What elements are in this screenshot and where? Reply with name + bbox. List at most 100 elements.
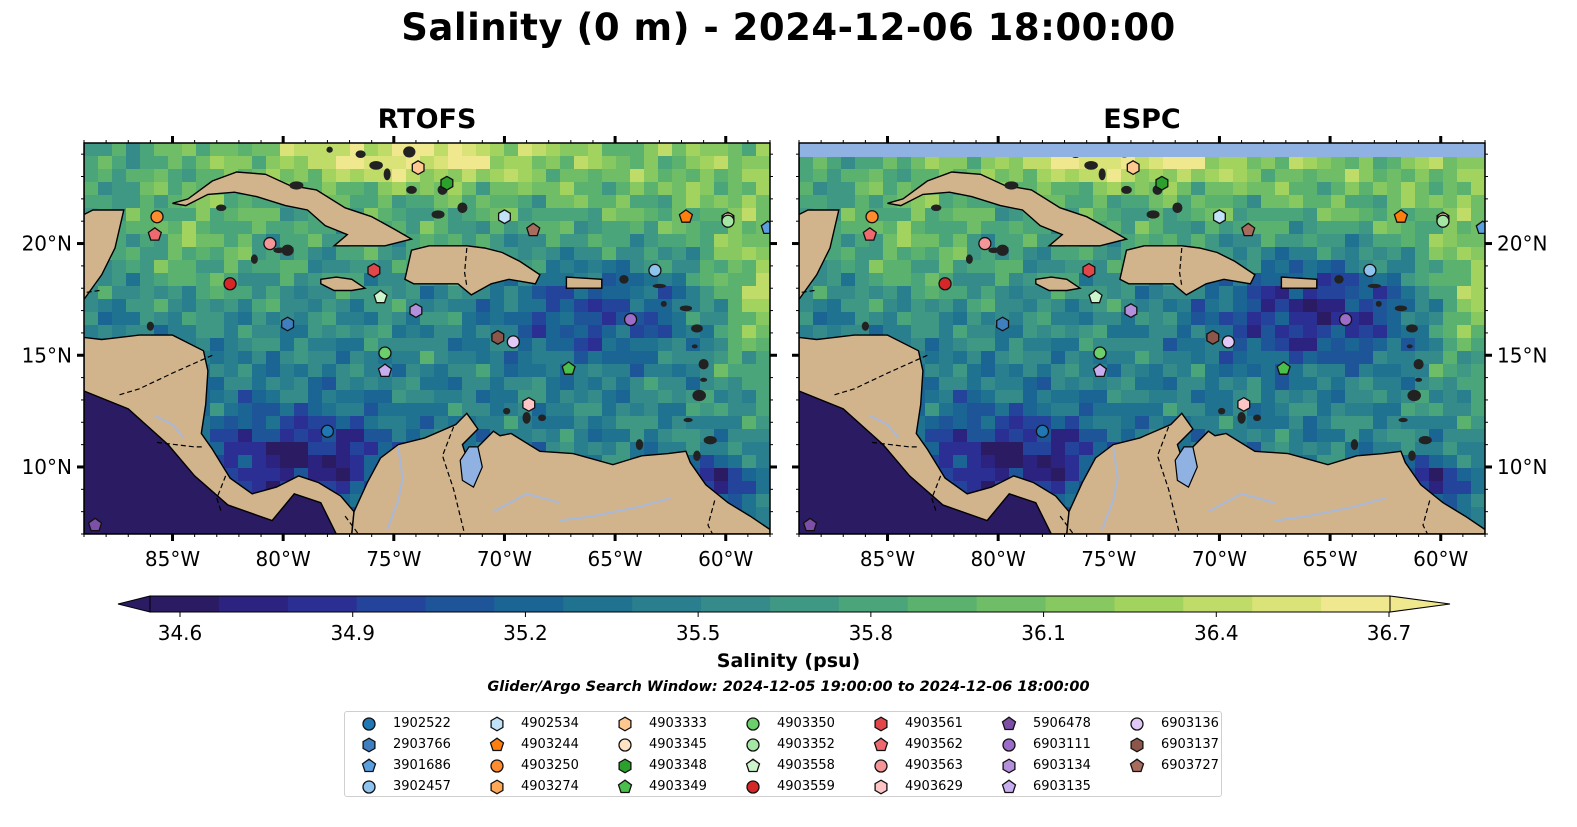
river bbox=[559, 497, 671, 522]
lat-tick-label: 20°N bbox=[22, 232, 72, 256]
legend-label: 4903350 bbox=[777, 716, 835, 731]
legend-label: 6903134 bbox=[1033, 758, 1091, 773]
lat-tick-label: 20°N bbox=[1497, 232, 1547, 256]
pentagon-marker-icon bbox=[1129, 758, 1145, 773]
colorbar: 34.6 34.9 35.2 35.5 35.8 36.1 36.4 36.7 bbox=[117, 595, 1451, 645]
small-island bbox=[538, 414, 547, 422]
legend-label: 3902457 bbox=[393, 779, 451, 794]
colorbar-tick-label: 35.2 bbox=[503, 621, 548, 645]
float-marker-4903562 bbox=[862, 226, 878, 241]
pentagon-marker-icon bbox=[489, 737, 505, 752]
float-marker-4903333 bbox=[411, 160, 425, 176]
colorbar-segment bbox=[1114, 596, 1184, 612]
colorbar-label: Salinity (psu) bbox=[716, 650, 861, 672]
small-island bbox=[698, 358, 709, 370]
float-marker-4903333 bbox=[1126, 160, 1140, 176]
legend-marker-4903349 bbox=[617, 779, 633, 794]
legend-label: 3901686 bbox=[393, 758, 451, 773]
small-island bbox=[503, 407, 511, 415]
small-island bbox=[683, 417, 693, 423]
circle-marker-icon bbox=[362, 780, 376, 794]
pentagon-marker-icon bbox=[1001, 779, 1017, 794]
colorbar-segment bbox=[150, 596, 220, 612]
country-border bbox=[84, 289, 100, 294]
small-island bbox=[1098, 168, 1106, 181]
small-island bbox=[1394, 305, 1408, 312]
legend-marker-4903558 bbox=[745, 758, 761, 773]
pentagon-marker-icon bbox=[745, 758, 761, 773]
legend-label: 4903345 bbox=[649, 737, 707, 752]
river bbox=[154, 414, 185, 439]
colorbar-segment bbox=[701, 596, 771, 612]
float-marker-1902522 bbox=[1035, 424, 1050, 438]
small-island bbox=[965, 254, 973, 264]
legend-marker-6903134 bbox=[1002, 758, 1016, 774]
country-border bbox=[707, 500, 716, 534]
legend-marker-4903561 bbox=[874, 716, 888, 732]
small-island bbox=[281, 244, 294, 256]
legend-marker-4903563 bbox=[874, 759, 888, 773]
float-marker-4903350 bbox=[1093, 346, 1107, 360]
legend-label: 6903137 bbox=[1161, 737, 1219, 752]
small-island bbox=[1121, 185, 1132, 194]
float-marker-3901686 bbox=[1475, 220, 1485, 235]
river bbox=[492, 492, 561, 513]
legend-label: 4903274 bbox=[521, 779, 579, 794]
colorbar-tick-label: 36.1 bbox=[1021, 621, 1066, 645]
search-window-label: Glider/Argo Search Window: 2024-12-05 19… bbox=[487, 679, 1090, 695]
float-marker-4903348 bbox=[1155, 175, 1169, 191]
colorbar-tick-label: 34.9 bbox=[330, 621, 375, 645]
small-island bbox=[1350, 439, 1359, 451]
small-island bbox=[700, 377, 708, 382]
country-border bbox=[832, 354, 928, 397]
colorbar-segment bbox=[838, 596, 909, 612]
float-marker-4903352 bbox=[1436, 214, 1450, 228]
colorbar-segment bbox=[356, 596, 427, 612]
float-marker-5906478 bbox=[87, 517, 103, 532]
river bbox=[869, 414, 900, 439]
country-border bbox=[216, 475, 227, 512]
float-marker-6903135 bbox=[1092, 363, 1108, 378]
float-marker-4902534 bbox=[497, 209, 511, 225]
legend-label: 4903244 bbox=[521, 737, 579, 752]
hexagon-marker-icon bbox=[490, 779, 504, 795]
colorbar-segment bbox=[632, 596, 702, 612]
float-marker-2903766 bbox=[996, 316, 1010, 332]
small-island bbox=[692, 389, 706, 402]
lon-tick-label: 80°W bbox=[256, 547, 311, 571]
legend-marker-4903350 bbox=[746, 717, 760, 731]
lat-tick-label: 10°N bbox=[1497, 455, 1547, 479]
small-island bbox=[1367, 283, 1382, 289]
float-marker-6903111 bbox=[1338, 312, 1353, 327]
country-border bbox=[871, 441, 919, 448]
legend-marker-4903352 bbox=[746, 738, 760, 752]
country-border bbox=[1156, 426, 1181, 534]
circle-marker-icon bbox=[746, 780, 760, 794]
float-marker-6903134 bbox=[409, 303, 423, 319]
small-island bbox=[660, 300, 667, 307]
country-border bbox=[441, 426, 466, 534]
small-island bbox=[1415, 377, 1423, 382]
country-border bbox=[463, 247, 468, 287]
lake-maracaibo bbox=[459, 446, 483, 488]
colorbar-extend-high bbox=[1389, 595, 1451, 613]
small-island bbox=[996, 244, 1009, 256]
small-island bbox=[369, 160, 383, 170]
legend-label: 4903558 bbox=[777, 758, 835, 773]
lat-tick-label: 15°N bbox=[22, 343, 72, 367]
small-island bbox=[403, 146, 416, 158]
small-island bbox=[1334, 274, 1344, 284]
country-border bbox=[1059, 515, 1074, 534]
colorbar-tick-label: 35.5 bbox=[676, 621, 721, 645]
float-marker-4903563 bbox=[263, 236, 277, 251]
float-marker-4903250 bbox=[865, 210, 879, 224]
small-island bbox=[1398, 417, 1408, 423]
hexagon-marker-icon bbox=[490, 716, 504, 732]
small-island bbox=[522, 411, 531, 424]
small-island bbox=[619, 274, 629, 284]
small-island bbox=[693, 450, 701, 462]
legend-marker-4903345 bbox=[618, 738, 632, 752]
circle-marker-icon bbox=[618, 738, 632, 752]
colorbar-segment bbox=[218, 596, 289, 612]
